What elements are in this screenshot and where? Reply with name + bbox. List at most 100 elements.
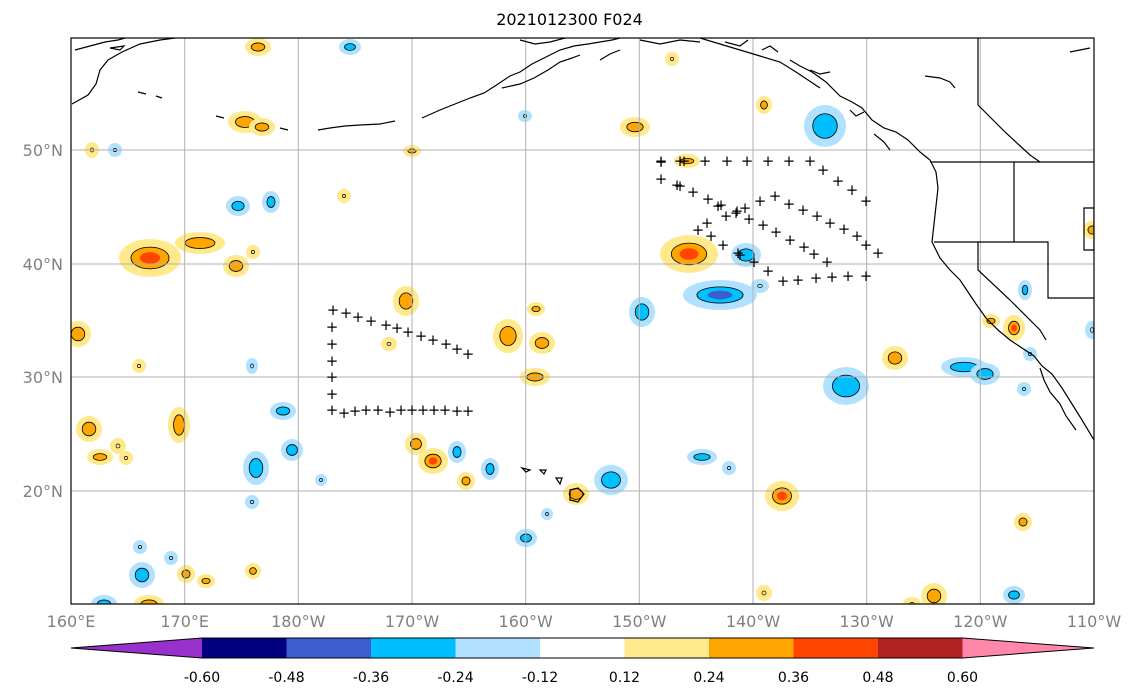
colorbar-label: -0.12 [522, 670, 558, 686]
observation-marker: + [462, 345, 475, 363]
colorbar [70, 637, 1095, 659]
contour-level [71, 326, 86, 342]
observation-marker: + [655, 152, 668, 170]
contour-level [275, 406, 291, 416]
colorbar-label: -0.24 [437, 670, 473, 686]
contour-level [139, 252, 161, 264]
observation-marker: + [860, 267, 873, 285]
x-tick-label: 170°W [385, 612, 440, 631]
contour-level [926, 588, 942, 604]
colorbar-label: -0.60 [184, 670, 220, 686]
warm-anomaly [245, 563, 261, 579]
warm-anomaly [527, 302, 545, 316]
observation-marker: + [842, 267, 855, 285]
contour-line [169, 556, 173, 560]
contour-line [251, 250, 255, 254]
contour-level [181, 569, 191, 579]
warm-anomaly [665, 52, 679, 66]
colorbar-swatch [202, 638, 287, 658]
contour-level [679, 157, 695, 165]
cool-anomaly [448, 441, 466, 463]
colorbar-label: 0.24 [693, 670, 724, 686]
contour-level [1021, 284, 1029, 296]
x-tick-label: 150°W [612, 612, 667, 631]
colorbar-label: -0.48 [268, 670, 304, 686]
cool-anomaly [481, 458, 499, 480]
cool-anomaly [262, 191, 280, 213]
contour-level [541, 508, 553, 520]
observation-marker: + [732, 244, 745, 262]
contour-level [266, 196, 276, 208]
observation-marker: + [811, 207, 824, 225]
contour-level [428, 457, 438, 465]
observation-marker: + [360, 401, 373, 419]
colorbar-extend-high [962, 638, 1094, 658]
observation-marker: + [326, 335, 339, 353]
warm-anomaly [405, 433, 427, 455]
contour-level [81, 421, 97, 437]
observation-marker: + [826, 268, 839, 286]
observation-marker: + [721, 152, 734, 170]
contour-level [832, 374, 861, 398]
observation-marker: + [797, 201, 810, 219]
observation-marker: + [655, 153, 668, 171]
warm-anomaly [1014, 513, 1032, 531]
observation-marker: + [326, 352, 339, 370]
contour-level [228, 260, 244, 272]
y-tick-label: 40°N [23, 255, 63, 274]
contour-level [410, 438, 422, 450]
contour-level [337, 189, 351, 203]
observation-marker: + [402, 323, 415, 341]
contour-level [91, 595, 117, 604]
colorbar-swatch [878, 638, 963, 658]
warm-anomaly [756, 585, 772, 601]
observation-marker: + [338, 404, 351, 422]
observation-marker: + [769, 187, 782, 205]
contour-level [534, 337, 550, 349]
observation-marker: + [427, 331, 440, 349]
observation-marker: + [712, 197, 725, 215]
contour-level [887, 351, 903, 365]
observation-marker: + [757, 216, 770, 234]
warm-anomaly [1003, 315, 1025, 341]
contour-line [250, 500, 254, 504]
warm-anomaly [71, 321, 91, 347]
contour-level [249, 567, 257, 575]
graticule [71, 38, 1094, 604]
cool-anomaly [751, 279, 769, 293]
contour-level [250, 42, 266, 52]
observation-marker: + [671, 176, 684, 194]
warm-anomaly [529, 332, 555, 354]
observation-marker: + [326, 385, 339, 403]
colorbar-swatch [709, 638, 794, 658]
contour-level [452, 446, 462, 458]
colorbar-label: -0.36 [353, 670, 389, 686]
coastlines [71, 38, 1094, 503]
contour-level [1017, 382, 1031, 396]
y-tick-labels: 50°N 40°N 30°N 20°N [23, 141, 63, 501]
x-tick-label: 130°W [840, 612, 895, 631]
contour-level [737, 248, 755, 262]
cool-anomaly [804, 105, 846, 147]
observation-marker: + [817, 161, 830, 179]
observation-marker: + [846, 181, 859, 199]
cool-anomaly [315, 474, 327, 486]
contour-line [909, 602, 915, 604]
contour-level [92, 453, 108, 461]
x-tick-label: 160°E [47, 612, 96, 631]
observation-marker: + [762, 262, 775, 280]
observation-marker: + [326, 368, 339, 386]
observation-marker: + [715, 196, 728, 214]
observation-marker: + [720, 207, 733, 225]
x-tick-label: 120°W [953, 612, 1008, 631]
contour-level [286, 444, 298, 456]
observation-marker: + [415, 327, 428, 345]
cool-anomaly [541, 508, 553, 520]
colorbar-label: 0.60 [947, 670, 978, 686]
x-tick-label: 160°W [499, 612, 554, 631]
contour-level [381, 337, 397, 351]
plot-frame [70, 37, 1095, 605]
contour-level [315, 474, 327, 486]
cool-anomaly [594, 465, 628, 495]
colorbar-swatch [371, 638, 456, 658]
